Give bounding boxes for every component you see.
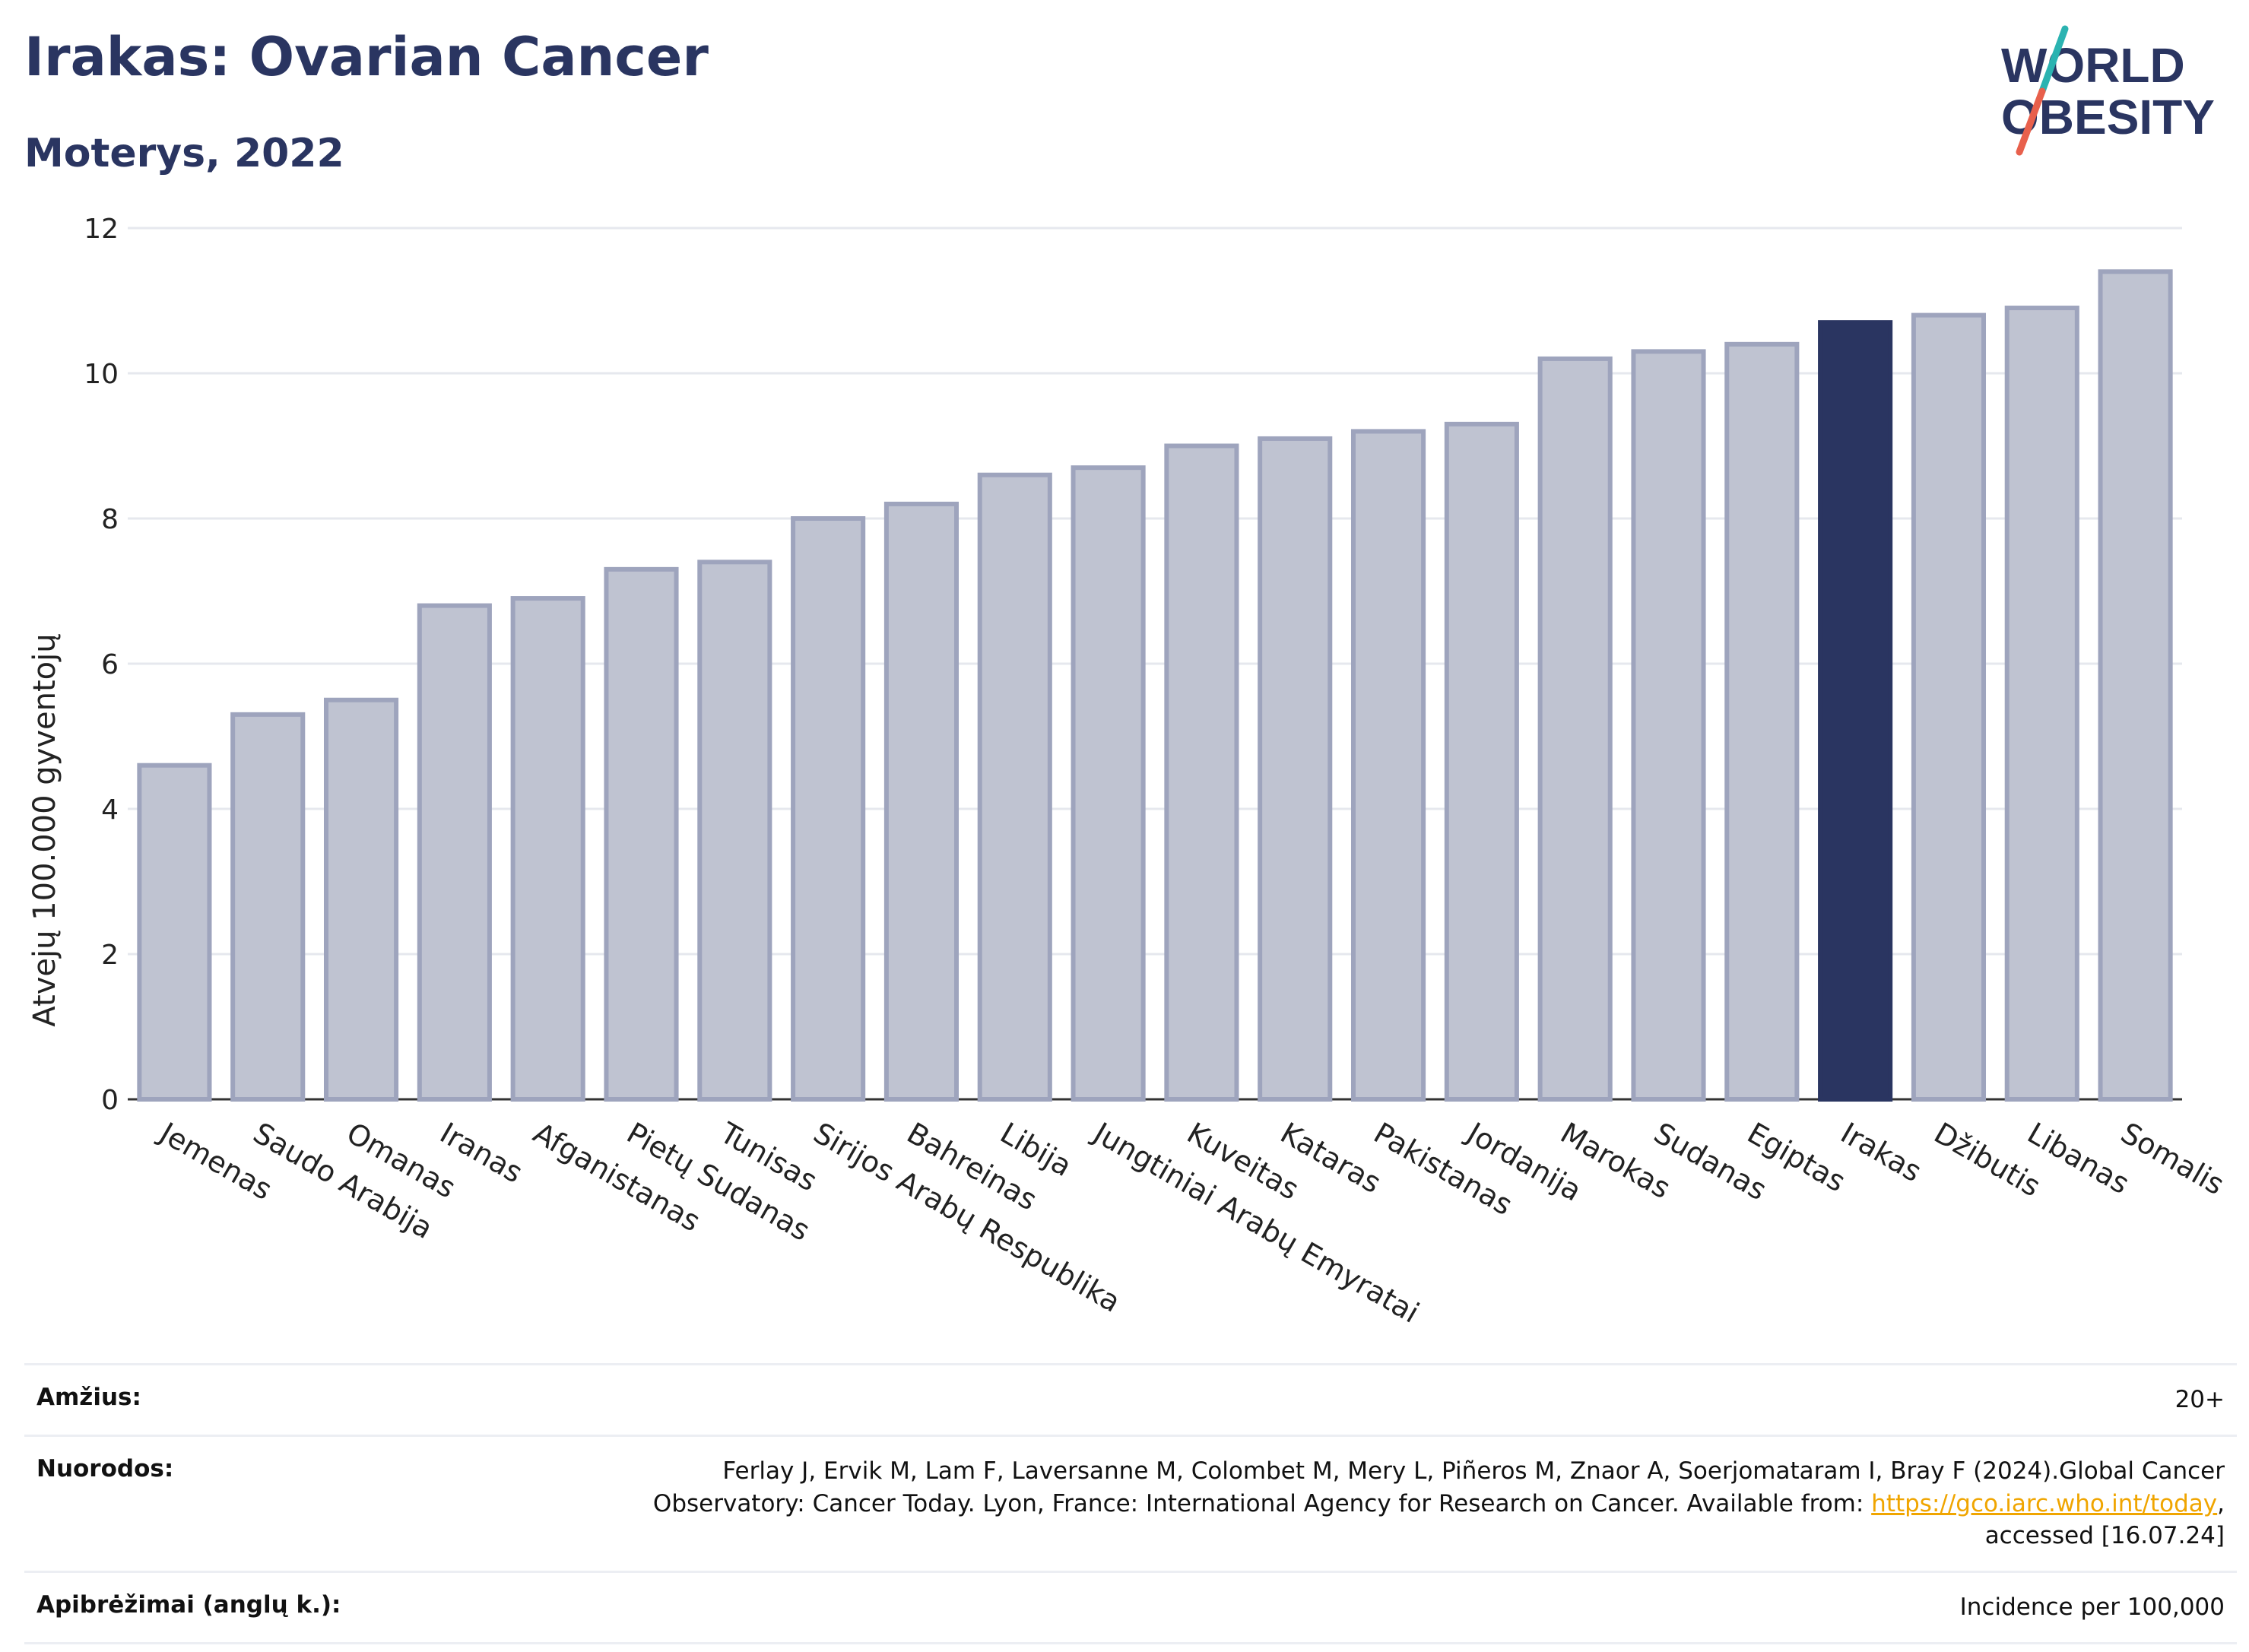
- x-tick-label: Somalis: [2115, 1116, 2230, 1201]
- bar: [230, 712, 306, 1102]
- bar: [1071, 465, 1146, 1102]
- bar: [1258, 436, 1333, 1102]
- bars: [137, 269, 2173, 1102]
- chart-title: Irakas: Ovarian Cancer: [24, 26, 709, 88]
- y-tick-label: 6: [101, 649, 119, 680]
- meta-references-value: Ferlay J, Ervik M, Lam F, Laversanne M, …: [653, 1455, 2225, 1552]
- reference-line-2-end: ,: [2217, 1489, 2225, 1517]
- bar: [510, 596, 585, 1102]
- bar: [1911, 312, 1987, 1102]
- bar: [2098, 269, 2173, 1102]
- y-tick-label: 8: [101, 504, 119, 535]
- x-tick-label: Libanas: [2022, 1116, 2135, 1200]
- chart-subtitle: Moterys, 2022: [24, 131, 344, 176]
- bar: [1537, 356, 1613, 1102]
- meta-definitions-value: Incidence per 100,000: [1959, 1593, 2225, 1622]
- logo-text-world: WORLD: [2001, 38, 2185, 93]
- metadata-table: Amžius: 20+ Nuorodos: Ferlay J, Ervik M,…: [24, 1363, 2237, 1644]
- bar: [1631, 349, 1706, 1102]
- y-axis-ticks: 0 2 4 6 8 10 12: [84, 214, 119, 1116]
- reference-line-3: accessed [16.07.24]: [1984, 1522, 2225, 1550]
- bar: [1350, 429, 1426, 1102]
- y-tick-label: 12: [84, 214, 119, 245]
- y-tick-label: 10: [84, 359, 119, 390]
- y-tick-label: 4: [101, 794, 119, 826]
- reference-line-1: Ferlay J, Ervik M, Lam F, Laversanne M, …: [722, 1457, 2225, 1485]
- meta-age-label: Amžius:: [36, 1384, 141, 1411]
- bar: [977, 472, 1052, 1102]
- y-tick-label: 2: [101, 940, 119, 971]
- bar: [1444, 421, 1519, 1102]
- reference-link[interactable]: https://gco.iarc.who.int/today: [1871, 1489, 2218, 1517]
- bar: [1724, 341, 1800, 1102]
- bar: [697, 560, 772, 1102]
- logo-slash-bottom: [2016, 87, 2046, 156]
- bar: [604, 566, 679, 1102]
- meta-age-value: 20+: [2174, 1386, 2225, 1413]
- bar: [883, 501, 960, 1102]
- x-tick-label: Džibutis: [1928, 1116, 2046, 1203]
- meta-row-definitions: Apibrėžimai (anglų k.): Incidence per 10…: [24, 1571, 2237, 1644]
- meta-row-age: Amžius: 20+: [24, 1363, 2237, 1435]
- logo-slash-top: [2038, 25, 2069, 95]
- reference-line-2: Observatory: Cancer Today. Lyon, France:…: [652, 1489, 1872, 1517]
- x-tick-label: Irakas: [1835, 1116, 1927, 1188]
- bar: [791, 516, 866, 1102]
- bar: [2004, 306, 2079, 1102]
- world-obesity-logo: WORLD OBESITY: [2001, 25, 2215, 156]
- y-tick-label: 0: [101, 1085, 119, 1116]
- bar: [417, 603, 492, 1102]
- bar-highlighted: [1818, 320, 1893, 1102]
- meta-references-label: Nuorodos:: [36, 1454, 174, 1482]
- bar: [1164, 443, 1239, 1102]
- bar: [323, 697, 399, 1102]
- y-axis-label: Atvejų 100.000 gyventojų: [27, 633, 62, 1026]
- meta-row-references: Nuorodos: Ferlay J, Ervik M, Lam F, Lave…: [24, 1434, 2237, 1571]
- meta-definitions-label: Apibrėžimai (anglų k.):: [36, 1591, 341, 1619]
- bar: [137, 763, 212, 1102]
